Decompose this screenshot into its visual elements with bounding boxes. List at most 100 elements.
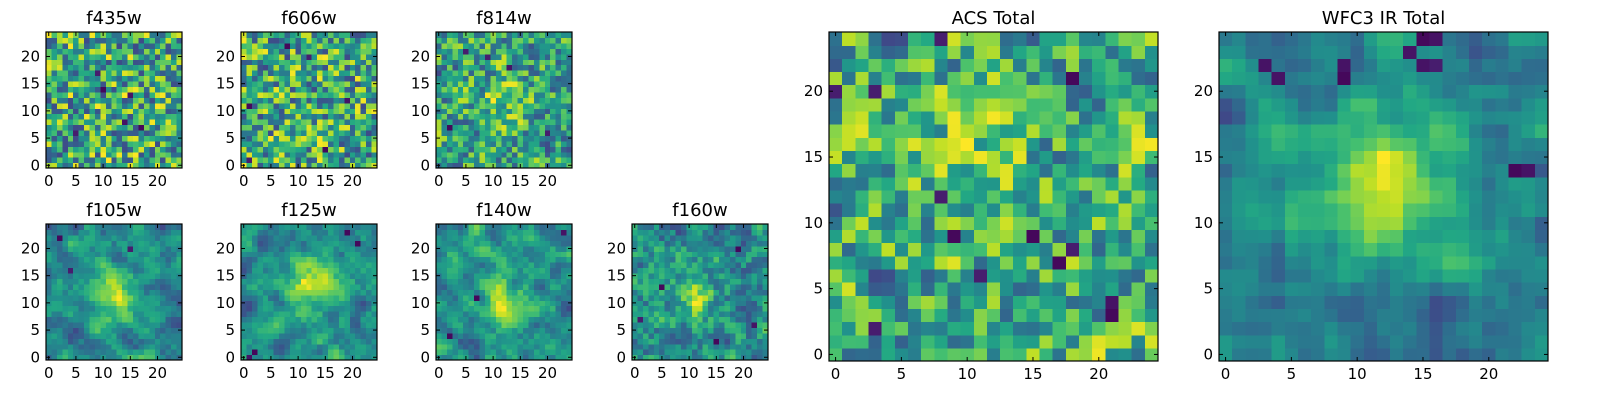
heatmap-cell (127, 245, 134, 252)
heatmap-cell (355, 157, 362, 164)
heatmap-cell (328, 283, 335, 290)
heatmap-cell (664, 278, 671, 285)
heatmap-cell (468, 327, 475, 334)
heatmap-cell (973, 203, 988, 217)
heatmap-cell (154, 80, 161, 87)
heatmap-cell (1039, 268, 1054, 283)
heatmap-cell (360, 240, 367, 247)
x-tick-label: 15 (316, 364, 335, 382)
heatmap-cell (46, 240, 53, 247)
heatmap-cell (78, 113, 85, 120)
heatmap-cell (746, 262, 753, 269)
heatmap-cell (84, 113, 91, 120)
heatmap-cell (490, 124, 497, 131)
heatmap-cell (1013, 282, 1027, 296)
heatmap-cell (495, 245, 502, 252)
heatmap-cell (501, 70, 508, 77)
heatmap-cell (506, 146, 513, 153)
heatmap-cell (355, 311, 362, 318)
heatmap-cell (729, 343, 736, 350)
heatmap-cell (490, 305, 497, 312)
heatmap-cell (648, 300, 655, 307)
heatmap-cell (89, 224, 96, 231)
heatmap-cell (680, 332, 687, 339)
heatmap-cell (366, 64, 373, 71)
heatmap-cell (680, 300, 687, 307)
heatmap-cell (973, 242, 988, 257)
heatmap-cell (474, 119, 481, 126)
heatmap-cells (829, 32, 1159, 362)
heatmap-cell (947, 321, 962, 336)
heatmap-cell (751, 305, 758, 312)
heatmap-cell (894, 150, 909, 165)
panel-title: f140w (476, 200, 531, 221)
heatmap-cell (154, 157, 161, 164)
heatmap-cell (279, 162, 286, 169)
heatmap-cell (713, 278, 720, 285)
heatmap-cell (947, 242, 962, 257)
heatmap-cell (708, 267, 715, 274)
heatmap-cell (533, 157, 540, 164)
heatmap-cell (566, 294, 573, 301)
heatmap-cell (89, 289, 96, 296)
heatmap-cell (306, 162, 313, 169)
heatmap-cell (539, 224, 546, 231)
heatmap-cell (495, 124, 502, 131)
heatmap-cell (295, 338, 302, 345)
heatmap-cell (138, 108, 145, 115)
heatmap-cell (176, 224, 183, 231)
heatmap-cell (512, 294, 519, 301)
heatmap-cell (284, 234, 291, 241)
heatmap-cell (512, 124, 519, 131)
heatmap-cell (355, 129, 362, 136)
heatmap-cell (1118, 321, 1133, 336)
heatmap-cell (84, 91, 91, 98)
heatmap-cell (51, 321, 58, 328)
heatmap-cell (133, 102, 140, 109)
heatmap-cell (1105, 268, 1120, 283)
heatmap-cell (697, 305, 704, 312)
y-tick-label: 5 (225, 129, 235, 147)
heatmap-cell (251, 97, 258, 104)
heatmap-cell (484, 262, 491, 269)
heatmap-cell (648, 294, 655, 301)
heatmap-cell (680, 343, 687, 350)
heatmap-cell (322, 256, 329, 263)
heatmap-cell (719, 278, 726, 285)
heatmap-cell (523, 97, 530, 104)
heatmap-cell (143, 234, 150, 241)
heatmap-cell (762, 256, 769, 263)
heatmap-cell (366, 135, 373, 142)
heatmap-cell (1013, 334, 1027, 349)
heatmap-cell (446, 42, 453, 49)
heatmap-cell (539, 234, 546, 241)
heatmap-cell (523, 102, 530, 109)
heatmap-cell (360, 311, 367, 318)
heatmap-cell (829, 308, 843, 323)
heatmap-cell (311, 53, 318, 60)
heatmap-cell (62, 37, 69, 44)
heatmap-cell (328, 64, 335, 71)
heatmap-cell (724, 262, 731, 269)
heatmap-cell (268, 272, 275, 279)
heatmap-cell (165, 157, 172, 164)
heatmap-cell (338, 86, 345, 93)
heatmap-cell (1013, 255, 1027, 270)
heatmap-cell (300, 267, 307, 274)
heatmap-cell (366, 224, 373, 231)
heatmap-cell (697, 234, 704, 241)
heatmap-cell (561, 256, 568, 263)
heatmap-cell (89, 146, 96, 153)
heatmap-cell (436, 278, 443, 285)
heatmap-cell (452, 70, 459, 77)
heatmap-cell (333, 124, 340, 131)
heatmap-cell (371, 294, 378, 301)
heatmap-cell (713, 343, 720, 350)
heatmap-cell (328, 327, 335, 334)
heatmap-cell (154, 294, 161, 301)
heatmap-cell (452, 102, 459, 109)
heatmap-cell (1144, 347, 1159, 362)
heatmap-cell (284, 256, 291, 263)
heatmap-cell (344, 224, 351, 231)
heatmap-cell (371, 151, 378, 158)
